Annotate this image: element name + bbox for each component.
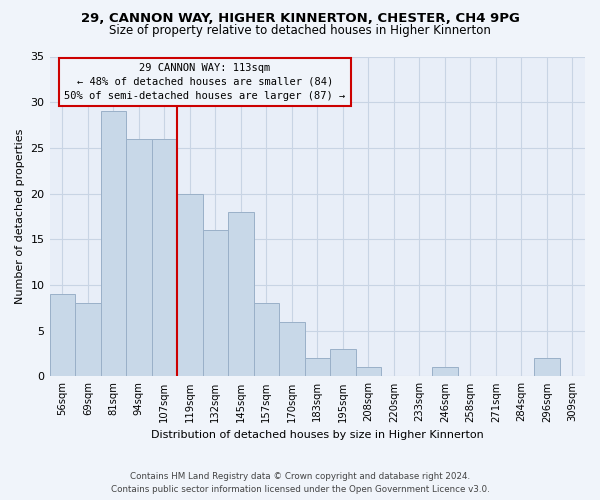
Bar [534, 358, 560, 376]
Text: 29, CANNON WAY, HIGHER KINNERTON, CHESTER, CH4 9PG: 29, CANNON WAY, HIGHER KINNERTON, CHESTE… [80, 12, 520, 26]
Bar [254, 304, 279, 376]
Bar [50, 294, 75, 376]
Bar [126, 139, 152, 376]
Bar [228, 212, 254, 376]
X-axis label: Distribution of detached houses by size in Higher Kinnerton: Distribution of detached houses by size … [151, 430, 484, 440]
Y-axis label: Number of detached properties: Number of detached properties [15, 129, 25, 304]
Bar [152, 139, 177, 376]
Bar [101, 112, 126, 376]
Bar [75, 304, 101, 376]
Bar [279, 322, 305, 376]
Bar [330, 349, 356, 376]
Text: Size of property relative to detached houses in Higher Kinnerton: Size of property relative to detached ho… [109, 24, 491, 37]
Bar [432, 368, 458, 376]
Bar [203, 230, 228, 376]
Text: 29 CANNON WAY: 113sqm
← 48% of detached houses are smaller (84)
50% of semi-deta: 29 CANNON WAY: 113sqm ← 48% of detached … [64, 63, 346, 101]
Bar [305, 358, 330, 376]
Bar [177, 194, 203, 376]
Bar [356, 368, 381, 376]
Text: Contains HM Land Registry data © Crown copyright and database right 2024.
Contai: Contains HM Land Registry data © Crown c… [110, 472, 490, 494]
